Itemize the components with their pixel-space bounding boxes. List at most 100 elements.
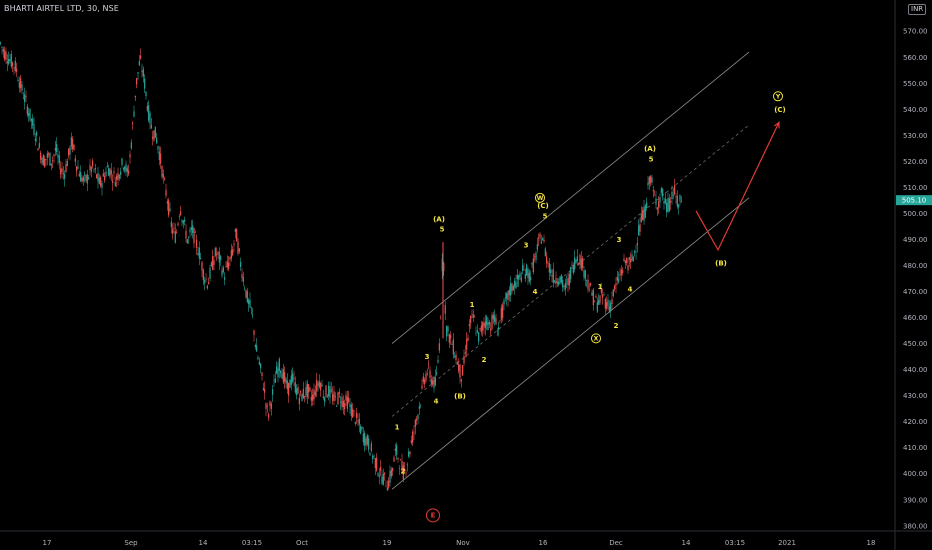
candle-body bbox=[32, 118, 34, 126]
wave-label: 4 bbox=[434, 397, 439, 405]
y-tick-label: 540.00 bbox=[903, 106, 928, 114]
candle-body bbox=[204, 280, 206, 284]
candle-body bbox=[444, 305, 446, 314]
candle-body bbox=[506, 293, 508, 299]
candle-body bbox=[274, 378, 276, 383]
candle-body bbox=[384, 472, 386, 475]
candle-body bbox=[44, 158, 46, 167]
candle-body bbox=[378, 475, 380, 477]
candle-body bbox=[488, 321, 490, 325]
candle-body bbox=[277, 368, 279, 378]
candle-body bbox=[474, 316, 476, 318]
candle-body bbox=[150, 124, 152, 129]
candle-body bbox=[208, 282, 210, 285]
candle-body bbox=[236, 229, 238, 242]
candle-body bbox=[192, 225, 194, 233]
candle-body bbox=[385, 486, 387, 488]
candle-body bbox=[154, 126, 156, 138]
candle-body bbox=[628, 257, 630, 260]
candle-body bbox=[608, 306, 610, 312]
candle-body bbox=[89, 165, 91, 170]
candle-body bbox=[161, 165, 163, 177]
candle-body bbox=[16, 68, 18, 72]
wave-label: 3 bbox=[617, 236, 622, 244]
channel-upper-line bbox=[391, 51, 750, 344]
candle-body bbox=[627, 265, 629, 271]
candle-body bbox=[519, 273, 521, 278]
candle-body bbox=[101, 183, 103, 188]
candle-body bbox=[511, 283, 513, 292]
candle-body bbox=[475, 333, 477, 334]
candle-body bbox=[320, 382, 322, 391]
candle-body bbox=[434, 377, 436, 386]
candle-body bbox=[376, 457, 378, 471]
candle-body bbox=[197, 253, 199, 255]
candle-body bbox=[269, 401, 271, 406]
candle-body bbox=[85, 174, 87, 181]
candle-body bbox=[510, 283, 512, 296]
candle-body bbox=[381, 476, 383, 484]
candle-body bbox=[9, 59, 11, 62]
candle-body bbox=[313, 389, 315, 400]
candle-body bbox=[78, 173, 80, 177]
candle-body bbox=[265, 403, 267, 409]
candle-body bbox=[377, 473, 379, 476]
candle-body bbox=[301, 394, 303, 402]
x-tick-label: 19 bbox=[383, 539, 392, 547]
candle-body bbox=[531, 263, 533, 265]
candle-body bbox=[372, 455, 374, 459]
wave-label: 5 bbox=[440, 226, 445, 234]
candle-body bbox=[448, 334, 450, 343]
candle-body bbox=[340, 401, 342, 403]
candle-body bbox=[296, 388, 298, 396]
candle-body bbox=[632, 256, 634, 261]
candle-body bbox=[534, 256, 536, 257]
x-tick-label: 17 bbox=[43, 539, 52, 547]
candle-body bbox=[288, 382, 290, 396]
candle-body bbox=[550, 269, 552, 273]
candle-body bbox=[114, 181, 116, 187]
currency-unit-badge[interactable]: INR bbox=[908, 4, 927, 15]
candle-body bbox=[440, 317, 442, 319]
candle-body bbox=[580, 258, 582, 269]
candle-body bbox=[240, 261, 242, 268]
candle-body bbox=[650, 176, 652, 183]
candle-body bbox=[128, 170, 130, 174]
candle-body bbox=[73, 144, 75, 150]
candle-body bbox=[337, 392, 339, 405]
candle-body bbox=[576, 256, 578, 261]
candle-body bbox=[6, 61, 8, 64]
candle-body bbox=[309, 387, 311, 391]
candle-body bbox=[438, 343, 440, 351]
candle-body bbox=[120, 171, 122, 175]
candle-body bbox=[132, 122, 134, 125]
candle-body bbox=[198, 247, 200, 259]
candle-body bbox=[125, 164, 127, 173]
candle-body bbox=[152, 136, 154, 139]
candle-body bbox=[188, 237, 190, 239]
candle-body bbox=[5, 51, 7, 61]
candle-body bbox=[370, 443, 372, 451]
y-tick-label: 440.00 bbox=[903, 366, 928, 374]
candle-body bbox=[559, 276, 561, 284]
candle-body bbox=[499, 320, 501, 321]
candle-body bbox=[536, 244, 538, 250]
candle-body bbox=[90, 166, 92, 172]
candle-body bbox=[666, 202, 668, 213]
candle-body bbox=[138, 61, 140, 66]
wave-label: 1 bbox=[470, 301, 475, 309]
candle-body bbox=[402, 465, 404, 480]
candlesticks bbox=[0, 41, 682, 491]
candle-body bbox=[436, 372, 438, 374]
candle-body bbox=[518, 275, 520, 280]
candle-body bbox=[672, 194, 674, 196]
candle-body bbox=[334, 395, 336, 397]
candle-body bbox=[268, 414, 270, 418]
candle-body bbox=[2, 48, 4, 52]
candle-body bbox=[451, 344, 453, 345]
candle-body bbox=[221, 270, 223, 276]
candle-body bbox=[202, 269, 204, 281]
candle-body bbox=[74, 158, 76, 162]
